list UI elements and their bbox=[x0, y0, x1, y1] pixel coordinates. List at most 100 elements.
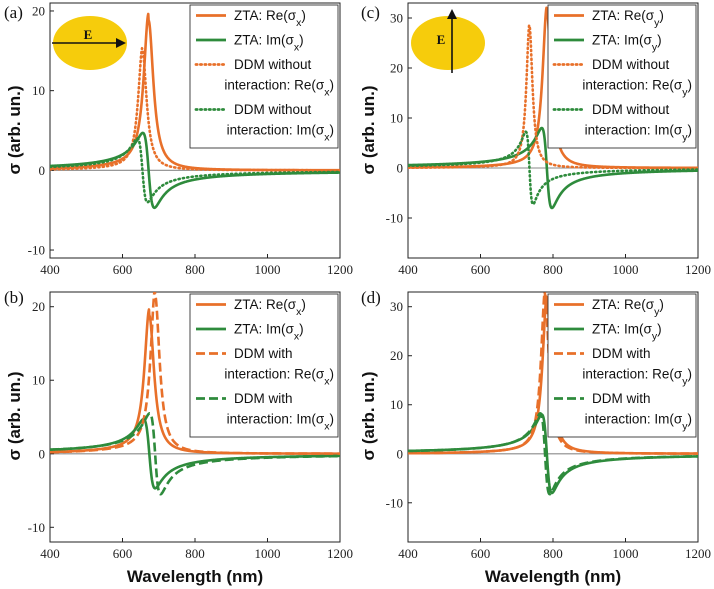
legend-label: ZTA: Re(σx) bbox=[234, 8, 306, 29]
ylabel-a: σ (arb. un.) bbox=[5, 85, 24, 174]
series-line-im-dashed bbox=[50, 412, 340, 496]
field-inset: E bbox=[411, 9, 485, 73]
y-tick-label: 0 bbox=[39, 446, 46, 461]
xlabel-d: Wavelength (nm) bbox=[485, 567, 621, 586]
legend-label: interaction: Re(σx) bbox=[224, 78, 334, 99]
legend-item: DDM without interaction: Re(σy) bbox=[552, 57, 692, 99]
legend-label: DDM with bbox=[234, 346, 293, 361]
legend-item: ZTA: Re(σy) bbox=[554, 297, 664, 318]
legend-label: DDM without bbox=[234, 102, 312, 117]
y-tick-label: 0 bbox=[397, 161, 404, 176]
legend-item: ZTA: Re(σy) bbox=[554, 8, 664, 29]
legend-item: ZTA: Re(σx) bbox=[196, 8, 306, 29]
legend-label: ZTA: Re(σy) bbox=[592, 297, 664, 318]
field-inset: E bbox=[52, 16, 127, 70]
legend-item: ZTA: Im(σx) bbox=[196, 33, 304, 54]
x-tick-label: 400 bbox=[398, 262, 418, 277]
legend-label: ZTA: Im(σy) bbox=[592, 322, 662, 343]
y-tick-label: 10 bbox=[32, 373, 45, 388]
xlabel-b: Wavelength (nm) bbox=[127, 567, 263, 586]
x-tick-label: 1000 bbox=[613, 262, 639, 277]
x-tick-label: 1000 bbox=[255, 262, 281, 277]
x-tick-label: 400 bbox=[40, 262, 60, 277]
legend-item: DDM without interaction: Re(σx) bbox=[194, 57, 334, 99]
legend-item: DDM with interaction: Re(σx) bbox=[196, 346, 334, 388]
y-tick-label: 30 bbox=[390, 11, 403, 26]
x-tick-label: 1000 bbox=[255, 546, 281, 561]
series-line-im-dashed bbox=[408, 412, 698, 496]
ylabel-b: σ (arb. un.) bbox=[5, 371, 24, 460]
series-line-re-dashed bbox=[50, 292, 340, 455]
x-tick-label: 800 bbox=[185, 262, 205, 277]
x-tick-label: 600 bbox=[113, 262, 133, 277]
legend-box bbox=[189, 4, 339, 149]
legend-label: ZTA: Re(σy) bbox=[592, 8, 664, 29]
legend-label: ZTA: Im(σx) bbox=[234, 33, 304, 54]
legend-label: ZTA: Im(σx) bbox=[234, 322, 304, 343]
y-tick-label: -10 bbox=[386, 211, 403, 226]
legend: ZTA: Re(σy) ZTA: Im(σy) DDM with interactio… bbox=[547, 293, 697, 438]
y-tick-label: 20 bbox=[390, 348, 403, 363]
legend: ZTA: Re(σy) ZTA: Im(σy) DDM without interac… bbox=[547, 4, 697, 149]
x-tick-label: 400 bbox=[398, 546, 418, 561]
legend-label: interaction: Im(σy) bbox=[585, 123, 692, 144]
legend-label: DDM with bbox=[592, 391, 651, 406]
x-tick-label: 400 bbox=[40, 546, 60, 561]
legend-item: DDM with interaction: Re(σy) bbox=[554, 346, 692, 388]
legend-label: DDM without bbox=[234, 57, 312, 72]
x-tick-label: 600 bbox=[113, 546, 133, 561]
legend-label: interaction: Re(σx) bbox=[224, 367, 334, 388]
x-tick-label: 800 bbox=[543, 546, 563, 561]
y-tick-label: 10 bbox=[390, 111, 403, 126]
y-tick-label: 20 bbox=[390, 61, 403, 76]
legend-label: DDM with bbox=[234, 391, 293, 406]
x-tick-label: 1200 bbox=[685, 546, 711, 561]
legend-label: DDM with bbox=[592, 346, 651, 361]
series-line-im-dotted bbox=[50, 137, 340, 204]
y-tick-label: -10 bbox=[386, 495, 403, 510]
legend-box bbox=[547, 293, 697, 438]
legend-label: interaction: Re(σy) bbox=[582, 367, 692, 388]
series-line-re-dotted bbox=[50, 46, 340, 172]
legend-label: ZTA: Re(σx) bbox=[234, 297, 306, 318]
y-tick-label: 0 bbox=[39, 163, 46, 178]
y-tick-label: -10 bbox=[28, 520, 45, 535]
field-label: E bbox=[437, 32, 446, 47]
legend-label: DDM without bbox=[592, 102, 670, 117]
x-tick-label: 1200 bbox=[327, 546, 353, 561]
legend: ZTA: Re(σx) ZTA: Im(σx) DDM without interac… bbox=[189, 4, 339, 149]
legend-item: DDM with interaction: Im(σy) bbox=[554, 391, 692, 433]
y-tick-label: 10 bbox=[390, 397, 403, 412]
panel-label-b: (b) bbox=[4, 288, 24, 307]
particle-ellipse bbox=[411, 16, 485, 70]
legend: ZTA: Re(σx) ZTA: Im(σx) DDM with interactio… bbox=[189, 293, 339, 438]
x-tick-label: 600 bbox=[471, 546, 491, 561]
ylabel-d: σ (arb. un.) bbox=[359, 371, 378, 460]
y-tick-label: 10 bbox=[32, 83, 45, 98]
legend-label: interaction: Im(σy) bbox=[585, 412, 692, 433]
panel-label-d: (d) bbox=[361, 288, 381, 307]
field-label: E bbox=[84, 27, 93, 42]
legend-item: DDM without interaction: Im(σx) bbox=[194, 102, 334, 144]
x-tick-label: 1200 bbox=[685, 262, 711, 277]
arrow-head-icon bbox=[116, 38, 126, 48]
x-tick-label: 800 bbox=[543, 262, 563, 277]
legend-box bbox=[547, 4, 697, 149]
legend-item: ZTA: Im(σx) bbox=[196, 322, 304, 343]
y-tick-label: 0 bbox=[397, 446, 404, 461]
x-tick-label: 1000 bbox=[613, 546, 639, 561]
y-tick-label: 20 bbox=[32, 3, 45, 18]
legend-item: ZTA: Im(σy) bbox=[554, 33, 662, 54]
y-tick-label: 20 bbox=[32, 299, 45, 314]
legend-label: DDM without bbox=[592, 57, 670, 72]
y-tick-label: 30 bbox=[390, 299, 403, 314]
series-line-re-dotted bbox=[408, 24, 698, 170]
legend-item: DDM without interaction: Im(σy) bbox=[552, 102, 692, 144]
